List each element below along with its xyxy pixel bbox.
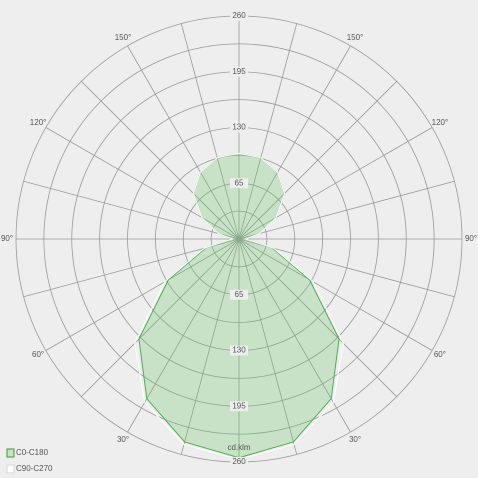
angle-label: 90° [465,234,477,243]
angle-label: 120° [30,118,47,127]
angle-label: 60° [434,350,446,359]
r-tick-label: 130 [232,346,246,355]
angle-label: 150° [347,33,364,42]
angle-label: 30° [349,435,361,444]
r-tick-label: 260 [232,11,246,20]
r-tick-label: 260 [232,457,246,466]
unit-label: cd.klm [227,443,250,452]
angle-label: 60° [32,350,44,359]
tick-label-bg [230,178,248,189]
legend-label: C0-C180 [16,448,49,457]
r-tick-label: 65 [235,290,244,299]
angle-label: 90° [1,234,13,243]
r-tick-label: 65 [235,178,244,187]
angle-label: 120° [432,118,449,127]
tick-label-bg [230,345,248,356]
legend-swatch [6,464,15,474]
angle-label: 30° [117,435,129,444]
tick-label-bg [230,66,248,77]
legend-swatch [6,448,15,458]
r-tick-label: 195 [232,67,246,76]
grid-spoke [180,23,298,455]
tick-label-bg [230,401,248,412]
tick-label-bg [230,457,248,467]
tick-label-bg [230,11,248,21]
angle-label: 150° [115,33,132,42]
legend-label: C90-C270 [16,464,53,473]
r-tick-label: 195 [232,401,246,410]
r-tick-label: 130 [232,123,246,132]
tick-label-bg [230,289,248,300]
tick-label-bg [230,122,248,133]
